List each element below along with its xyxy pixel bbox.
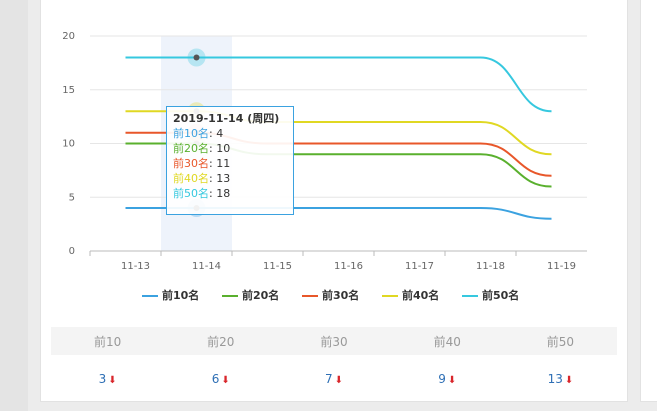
legend-label: 前10名 <box>162 288 199 302</box>
x-tick-label: 11-18 <box>476 261 505 272</box>
legend-label: 前30名 <box>322 288 359 302</box>
y-tick-label: 0 <box>69 246 75 257</box>
x-tick-label: 11-17 <box>405 261 434 272</box>
tooltip-row: 前50名18 <box>173 186 287 201</box>
tooltip-title: 2019-11-14 (周四) <box>173 112 280 125</box>
table-value: 9 <box>438 372 446 386</box>
y-tick-label: 15 <box>62 85 75 96</box>
tooltip-series: 前10名 <box>173 127 209 140</box>
legend-label: 前40名 <box>402 288 439 302</box>
tooltip-value: 10 <box>209 142 230 155</box>
table-row: 3 ⬇ 6 ⬇ 7 ⬇ 9 ⬇ 13 ⬇ <box>51 355 617 403</box>
legend-label: 前50名 <box>482 288 519 302</box>
tooltip-value: 4 <box>209 127 223 140</box>
table-value: 13 <box>547 372 563 386</box>
table-value: 7 <box>324 372 333 386</box>
table-header-cell: 前30 <box>320 334 348 349</box>
tooltip-series: 前40名 <box>173 172 209 185</box>
x-tick-label: 11-19 <box>547 261 576 272</box>
tooltip-series: 前50名 <box>173 187 209 200</box>
card <box>640 0 657 402</box>
y-tick-label: 10 <box>62 139 75 150</box>
table-value: 3 <box>98 372 107 386</box>
y-tick-label: 20 <box>62 31 75 42</box>
y-tick-label: 5 <box>69 192 75 203</box>
tooltip-value: 11 <box>209 157 230 170</box>
table-header-cell: 前50 <box>546 334 575 349</box>
down-arrow: ⬇ <box>334 375 344 386</box>
tooltip-series: 前20名 <box>173 142 209 155</box>
tooltip-row: 前10名4 <box>173 126 287 141</box>
tooltip-row: 前20名10 <box>173 141 287 156</box>
down-arrow: ⬇ <box>221 375 230 386</box>
x-tick-label: 11-15 <box>263 261 292 272</box>
x-tick-label: 11-14 <box>192 261 221 272</box>
down-arrow: ⬇ <box>447 375 457 386</box>
x-tick-label: 11-16 <box>334 261 363 272</box>
table-header: 前10 前20 前30 前40 前50 <box>51 327 617 355</box>
table-cell: 3 ⬇ <box>51 372 164 386</box>
x-tick-label: 11-13 <box>121 261 150 272</box>
table-cell: 7 ⬇ <box>277 372 390 386</box>
tooltip-value: 18 <box>209 187 230 200</box>
down-arrow: ⬇ <box>108 375 117 386</box>
tooltip-series: 前30名 <box>173 157 209 170</box>
tooltip-value: 13 <box>209 172 230 185</box>
table-header-cell: 前20 <box>207 334 235 349</box>
table-cell: 13 ⬇ <box>504 372 617 386</box>
sidebar <box>0 0 28 411</box>
tooltip: 2019-11-14 (周四) 前10名4前20名10前30名11前40名13前… <box>166 106 294 215</box>
hover-point <box>193 54 200 61</box>
down-arrow: ⬇ <box>564 375 574 386</box>
table-header-cell: 前10 <box>93 334 122 349</box>
legend-label: 前20名 <box>242 288 279 302</box>
table-value: 6 <box>211 372 220 386</box>
tooltip-row: 前30名11 <box>173 156 287 171</box>
table-cell: 9 ⬇ <box>391 372 504 386</box>
tooltip-row: 前40名13 <box>173 171 287 186</box>
table-cell: 6 ⬇ <box>164 372 277 386</box>
summary-table: 前10 前20 前30 前40 前50 3 ⬇ 6 ⬇ 7 ⬇ 9 ⬇ 13 ⬇ <box>51 327 617 403</box>
table-header-cell: 前40 <box>433 334 461 349</box>
